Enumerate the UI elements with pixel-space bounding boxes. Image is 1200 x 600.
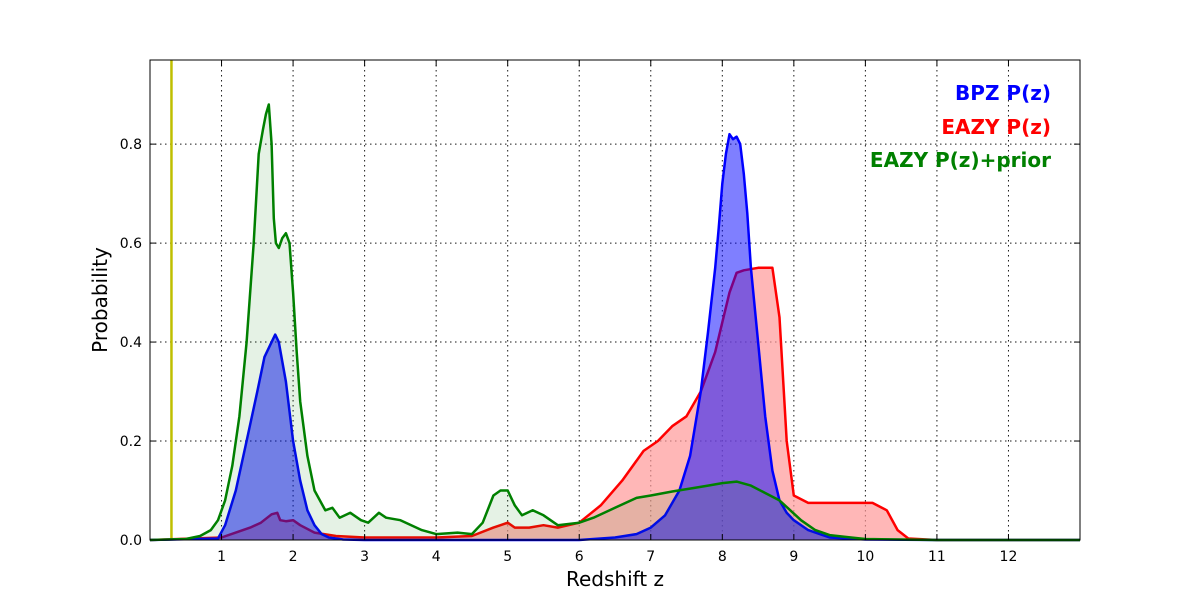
- x-tick-label: 8: [718, 549, 727, 565]
- y-tick-label: 0.2: [120, 434, 142, 450]
- ticks: [150, 60, 1080, 541]
- y-axis-label: Probability: [88, 247, 112, 353]
- x-tick-label: 4: [432, 549, 441, 565]
- x-tick-label: 1: [217, 549, 226, 565]
- x-tick-label: 10: [856, 549, 874, 565]
- series-eazy-p-z-prior: [149, 103, 1080, 542]
- y-tick-label: 0.6: [120, 236, 142, 252]
- grid: [150, 60, 1080, 540]
- series-area-eazy-p-z-prior: [150, 104, 1080, 540]
- legend-entry-eazy-prior: EAZY P(z)+prior: [870, 148, 1051, 172]
- x-tick-label: 12: [1000, 549, 1018, 565]
- legend: BPZ P(z) EAZY P(z) EAZY P(z)+prior: [870, 81, 1051, 172]
- tick-labels: 1 2 3 4 5 6 7 8 9 10 11 120.00.20.40.60.8: [120, 137, 1018, 565]
- series-line-bpz-p-z: [149, 132, 1080, 542]
- x-tick-label: 9: [789, 549, 798, 565]
- x-tick-label: 3: [360, 549, 369, 565]
- x-tick-label: 6: [575, 549, 584, 565]
- series-area-bpz-p-z: [150, 134, 1080, 540]
- x-tick-label: 7: [646, 549, 655, 565]
- x-tick-label: 11: [928, 549, 946, 565]
- x-axis-label: Redshift z: [566, 567, 664, 591]
- x-tick-label: 2: [289, 549, 298, 565]
- y-tick-label: 0.8: [120, 137, 142, 153]
- x-tick-label: 5: [503, 549, 512, 565]
- y-tick-label: 0.0: [120, 533, 142, 549]
- series-bpz-p-z: [149, 132, 1080, 542]
- y-tick-label: 0.4: [120, 335, 142, 351]
- series-line-eazy-p-z-prior: [149, 103, 1080, 542]
- legend-entry-eazy: EAZY P(z): [941, 115, 1051, 139]
- legend-entry-bpz: BPZ P(z): [955, 81, 1051, 105]
- plot-frame: [149, 59, 1081, 541]
- series-layer: [149, 103, 1080, 542]
